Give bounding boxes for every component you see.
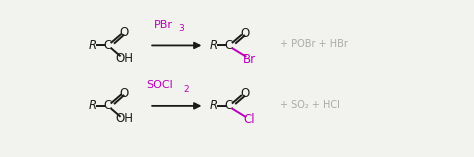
Text: O: O bbox=[119, 87, 129, 100]
Text: —: — bbox=[217, 101, 227, 111]
Text: 3: 3 bbox=[178, 24, 183, 33]
Text: Br: Br bbox=[243, 53, 256, 66]
Text: C: C bbox=[225, 39, 233, 52]
Text: R: R bbox=[210, 99, 218, 112]
Text: PBr: PBr bbox=[154, 20, 173, 30]
Text: R: R bbox=[210, 39, 218, 52]
Text: O: O bbox=[240, 27, 249, 40]
Text: + SO₂ + HCl: + SO₂ + HCl bbox=[280, 100, 339, 110]
Text: —: — bbox=[217, 41, 227, 50]
Text: + POBr + HBr: + POBr + HBr bbox=[280, 39, 347, 49]
Text: C: C bbox=[225, 99, 233, 112]
Text: O: O bbox=[119, 26, 129, 39]
Text: SOCl: SOCl bbox=[146, 80, 173, 90]
Text: O: O bbox=[240, 87, 249, 100]
Text: C: C bbox=[103, 39, 111, 52]
Text: —: — bbox=[96, 101, 106, 111]
Text: OH: OH bbox=[115, 112, 133, 125]
Text: C: C bbox=[103, 99, 111, 112]
Text: R: R bbox=[88, 39, 96, 52]
Text: 2: 2 bbox=[183, 85, 189, 94]
Text: Cl: Cl bbox=[244, 113, 255, 126]
Text: —: — bbox=[96, 41, 106, 50]
Text: OH: OH bbox=[115, 52, 133, 65]
Text: R: R bbox=[88, 99, 96, 112]
